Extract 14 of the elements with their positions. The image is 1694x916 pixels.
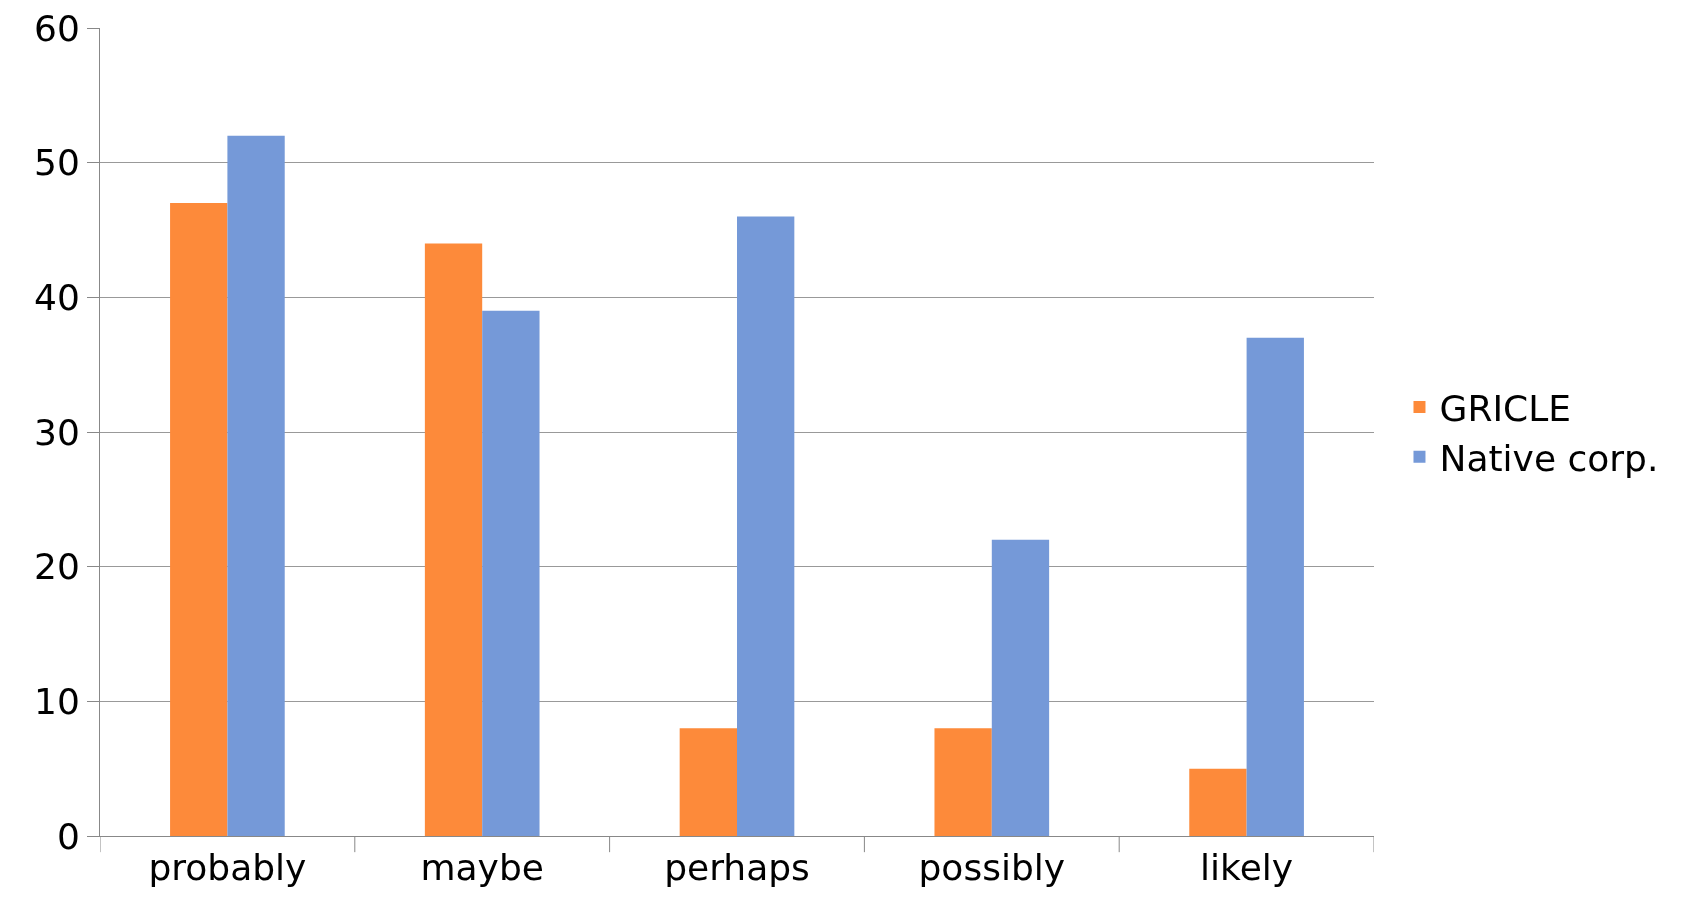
x-tick-label: probably	[148, 847, 307, 889]
y-tick-label: 30	[33, 411, 80, 453]
y-tick-label: 60	[33, 7, 80, 49]
x-tick-label: likely	[1200, 847, 1294, 889]
y-tick-label: 10	[33, 680, 80, 722]
y-tick-label: 40	[33, 276, 80, 318]
legend-label: GRICLE	[1439, 387, 1571, 429]
y-tick-label: 20	[33, 546, 80, 588]
y-tick-label: 50	[33, 142, 80, 184]
legend-label: Native corp.	[1439, 437, 1659, 479]
x-tick-label: perhaps	[664, 847, 810, 889]
y-tick-label: 0	[56, 815, 80, 857]
x-tick-label: possibly	[918, 847, 1066, 889]
x-tick-label: maybe	[420, 847, 544, 889]
